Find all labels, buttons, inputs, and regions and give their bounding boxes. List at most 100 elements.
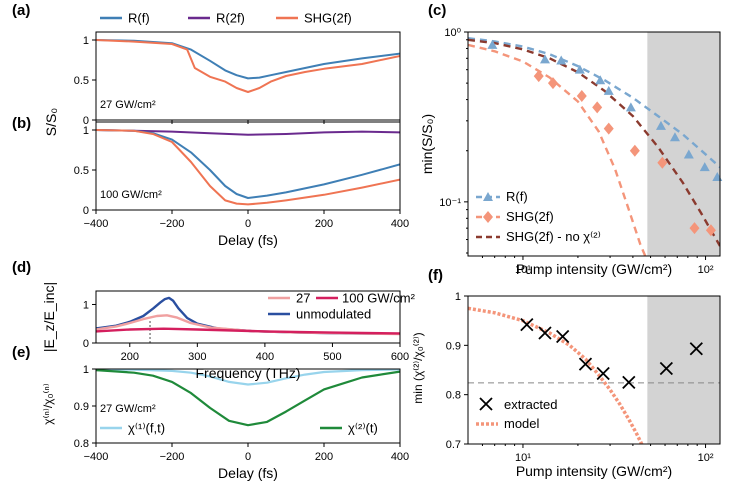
point-f-4	[596, 366, 610, 381]
xlabel-c: Pump intensity (GW/cm²)	[516, 261, 672, 277]
ytick-b-1: 0.5	[74, 165, 89, 177]
xtick-c-0: 10¹	[515, 264, 531, 276]
ytick-b-2: 1	[83, 125, 89, 137]
legend-f-extracted: extracted	[504, 397, 557, 412]
point-c-rf-6	[625, 102, 636, 112]
axes-c	[467, 31, 721, 257]
legend-c-shg: SHG(2f)	[506, 209, 554, 224]
xtick-e-4: 400	[391, 451, 409, 463]
xtick-e-3: 200	[315, 451, 333, 463]
point-c-rf-10	[699, 162, 710, 172]
annotation-e: 27 GW/cm²	[100, 403, 156, 415]
xtick-d-4: 600	[391, 351, 409, 363]
point-f-3	[578, 357, 593, 371]
point-c-shg-6	[657, 156, 668, 169]
text-layer: 0 0.5 1 27 GW/cm² (a) R(f) R(2f) SHG(2f) 0 0.5 1 −4…	[12, 2, 714, 481]
xtick-f-0: 10¹	[515, 452, 531, 464]
panel-label-e: (e)	[12, 344, 30, 361]
series-e-χ(1)(f,t)	[96, 369, 400, 386]
ylabel-d: |E_z/E_inc|	[41, 282, 57, 352]
ytick-b-0: 0	[83, 205, 89, 217]
ytick-f-2: 0.9	[446, 340, 461, 352]
legend-c-rf: R(f)	[506, 189, 528, 204]
shaded-regions	[647, 32, 720, 444]
annotation-b: 100 GW/cm²	[100, 189, 162, 201]
ytick-f-0: 0.7	[446, 439, 461, 451]
xlabel-e: Delay (fs)	[218, 465, 278, 481]
reference-lines	[149, 319, 720, 384]
legend-c-shg-marker	[483, 211, 493, 223]
shaded-region-f	[647, 296, 720, 444]
series-d-100 GW/cm²	[96, 327, 400, 335]
legend-c-rf-marker	[483, 192, 493, 201]
series-e-χ(2)(t)	[96, 369, 400, 427]
point-f-7	[689, 342, 703, 356]
axes-layer	[92, 31, 721, 448]
point-c-shg-3	[592, 101, 603, 114]
xtick-b-1: −200	[160, 218, 185, 230]
xtick-b-0: −400	[84, 218, 109, 230]
xtick-e-2: 0	[245, 451, 251, 463]
xtick-b-3: 200	[315, 218, 333, 230]
xtick-d-0: 200	[121, 351, 139, 363]
legend-d-100: 100 GW/cm²	[342, 291, 416, 306]
point-c-shg-2	[576, 89, 587, 102]
xlabel-d: Frequency (THz)	[195, 365, 300, 381]
legend-a-r2f: R(2f)	[216, 11, 245, 26]
ytick-d-1: 1	[83, 299, 89, 311]
ylabel-c: min(S/S₀)	[419, 114, 435, 174]
curve-c-R(f) fit	[468, 37, 720, 169]
legend-c-nochi: SHG(2f) - no χ⁽²⁾	[506, 229, 601, 244]
xtick-b-4: 400	[391, 218, 409, 230]
shaded-region-c	[647, 32, 720, 256]
ytick-c-0: 10⁰	[444, 27, 461, 39]
point-f-6	[659, 361, 673, 376]
legend-e-chi1: χ⁽¹⁾(f,t)	[128, 421, 165, 436]
xtick-e-0: −400	[84, 451, 109, 463]
series-a-R(f)	[96, 39, 400, 80]
panel-label-b: (b)	[12, 115, 31, 132]
point-c-shg-8	[705, 224, 716, 237]
legend-a-rf: R(f)	[128, 11, 150, 26]
point-c-rf-5	[603, 85, 614, 95]
curve-f-model	[468, 306, 644, 444]
ytick-f-1: 0.8	[446, 390, 461, 402]
legend-d-27: 27	[296, 291, 310, 306]
ytick-a-2: 1	[83, 35, 89, 47]
series-b-R(f)	[96, 129, 400, 199]
axes-f	[467, 295, 721, 445]
legend-f-extracted-marker	[479, 397, 493, 411]
point-c-shg-1	[547, 77, 558, 90]
point-c-rf-1	[539, 54, 550, 64]
point-c-shg-7	[689, 222, 700, 235]
point-f-1	[538, 326, 552, 340]
ylabel-f: min (χ⁽²⁾/χ₀⁽²⁾)	[411, 332, 425, 403]
xlabel-f: Pump intensity (GW/cm²)	[516, 463, 672, 479]
point-c-shg-0	[533, 70, 544, 83]
annotation-a: 27 GW/cm²	[100, 99, 156, 111]
legend-f-model: model	[504, 416, 540, 431]
ytick-e-1: 0.9	[74, 401, 89, 413]
point-c-rf-0	[487, 39, 498, 49]
point-f-5	[622, 375, 636, 389]
point-c-rf-8	[669, 132, 680, 142]
ytick-a-0: 0	[83, 115, 89, 127]
point-c-rf-4	[595, 75, 606, 85]
point-c-rf-3	[574, 64, 585, 74]
ytick-c-1: 10⁻¹	[439, 197, 461, 209]
series-a-SHG(2f)	[96, 39, 400, 93]
legend-a-shg: SHG(2f)	[304, 11, 352, 26]
ytick-f-3: 1	[455, 291, 461, 303]
legend-e-chi2: χ⁽²⁾(t)	[348, 421, 378, 436]
ylabel-e: χ⁽ⁿ⁾/χ₀⁽ⁿ⁾	[41, 383, 55, 425]
curve-c-SHG(2f) - no χ(2)	[468, 38, 720, 247]
panel-label-c: (c)	[428, 2, 446, 19]
point-c-rf-2	[556, 55, 567, 65]
curve-c-SHG(2f) fit	[468, 43, 647, 256]
point-f-0	[520, 317, 534, 332]
ytick-a-1: 0.5	[74, 75, 89, 87]
data-layer	[96, 37, 723, 444]
xtick-e-1: −200	[160, 451, 185, 463]
panel-label-d: (d)	[12, 259, 31, 276]
